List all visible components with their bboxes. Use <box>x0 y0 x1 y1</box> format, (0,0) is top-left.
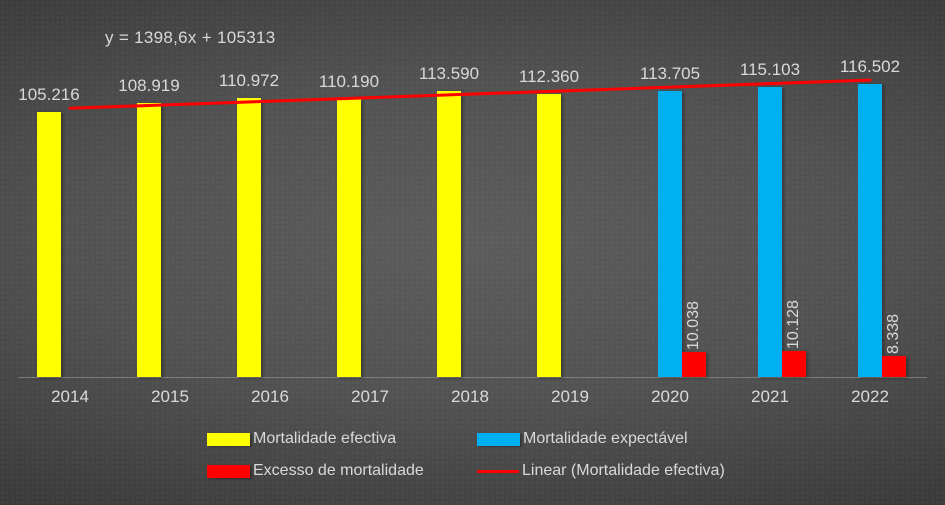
bar-label-2021-excesso-de-mortalidade: 10.128 <box>785 300 802 350</box>
bar-label-2016-mortalidade-efectiva: 110.972 <box>218 70 280 90</box>
bar-2021-excesso-de-mortalidade <box>782 351 806 377</box>
bar-label-2022-mortalidade-expectavel: 116.502 <box>839 56 901 76</box>
x-axis-label-2017: 2017 <box>351 387 389 406</box>
bar-2020-mortalidade-expectavel <box>658 90 682 377</box>
x-axis-label-2019: 2019 <box>551 387 589 406</box>
legend-swatch-linear-mortalidade-efectiva-line-icon <box>477 469 519 473</box>
legend-swatch-mortalidade-expectavel <box>477 432 520 446</box>
legend-swatch-mortalidade-efectiva <box>207 432 250 446</box>
legend-item-mortalidade-efectiva: Mortalidade efectiva <box>207 430 477 448</box>
x-axis-label-2016: 2016 <box>251 387 289 406</box>
bar-label-2014-mortalidade-efectiva: 105.216 <box>18 85 80 104</box>
bar-label-2018-mortalidade-efectiva: 113.590 <box>418 63 480 83</box>
trendline-equation: y = 1398,6x + 105313 <box>105 28 276 47</box>
bar-2016-mortalidade-efectiva <box>237 97 261 377</box>
legend-label-mortalidade-expectavel: Mortalidade expectável <box>523 430 688 447</box>
bar-2014-mortalidade-efectiva <box>37 112 61 377</box>
bar-2018-mortalidade-efectiva <box>437 90 461 377</box>
bar-2022-mortalidade-expectavel <box>858 83 882 377</box>
bar-label-2022-excesso-de-mortalidade: 8.338 <box>885 313 902 354</box>
x-axis-label-2015: 2015 <box>151 387 189 406</box>
x-axis-label-2018: 2018 <box>451 387 489 406</box>
legend-label-excesso-de-mortalidade: Excesso de mortalidade <box>253 462 424 479</box>
bar-2020-excesso-de-mortalidade <box>682 351 706 377</box>
bar-2019-mortalidade-efectiva <box>537 94 561 377</box>
x-axis-label-2014: 2014 <box>51 387 89 406</box>
legend-label-mortalidade-efectiva: Mortalidade efectiva <box>253 430 397 447</box>
bar-2015-mortalidade-efectiva <box>137 102 161 377</box>
bar-2022-excesso-de-mortalidade <box>882 355 906 377</box>
legend-item-excesso-de-mortalidade: Excesso de mortalidade <box>207 462 477 480</box>
legend-item-linear-mortalidade-efectiva: Linear (Mortalidade efectiva) <box>477 462 817 480</box>
x-axis-label-2020: 2020 <box>651 387 689 406</box>
legend-item-mortalidade-expectavel: Mortalidade expectável <box>477 430 817 448</box>
legend-swatch-excesso-de-mortalidade <box>207 464 250 478</box>
x-axis-line <box>18 377 927 378</box>
bar-2017-mortalidade-efectiva <box>337 99 361 377</box>
bar-2021-mortalidade-expectavel <box>758 87 782 377</box>
bar-label-2020-mortalidade-expectavel: 113.705 <box>639 63 701 83</box>
x-axis-label-2022: 2022 <box>851 387 889 406</box>
bar-label-2015-mortalidade-efectiva: 108.919 <box>118 75 180 95</box>
legend-label-linear-mortalidade-efectiva: Linear (Mortalidade efectiva) <box>522 462 725 479</box>
bar-label-2021-mortalidade-expectavel: 115.103 <box>739 60 801 80</box>
x-axis-label-2021: 2021 <box>751 387 789 406</box>
legend: Mortalidade efectiva Mortalidade expectáv… <box>207 430 817 480</box>
bar-label-2020-excesso-de-mortalidade: 10.038 <box>685 300 702 350</box>
bar-label-2017-mortalidade-efectiva: 110.190 <box>318 72 380 92</box>
bar-label-2019-mortalidade-efectiva: 112.360 <box>518 67 580 86</box>
